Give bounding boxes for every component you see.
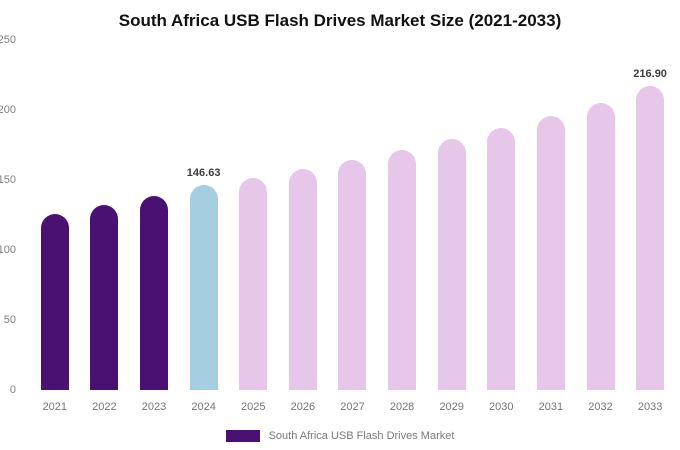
y-tick-250: 250 [0, 34, 16, 46]
bar-group-2025: 2025 [228, 40, 278, 413]
x-axis-label-2026: 2026 [290, 401, 316, 413]
bars: 2021 2022 2023 146.63 2024 2025 2026 2027 2028 20… [30, 40, 675, 413]
y-tick-100: 100 [0, 244, 16, 256]
x-axis-label-2027: 2027 [340, 401, 365, 413]
bar-2021[interactable] [40, 213, 69, 390]
bar-group-2026: 2026 [278, 40, 328, 413]
x-axis-label-2033: 2033 [637, 401, 663, 413]
bar-group-2028: 2028 [377, 40, 427, 413]
bar-2024[interactable] [189, 184, 218, 390]
x-axis-label-2028: 2028 [389, 401, 415, 413]
bar-2027[interactable] [338, 159, 367, 390]
y-tick-200: 200 [0, 104, 16, 116]
x-axis-label-2022: 2022 [92, 401, 117, 413]
bar-group-2030: 2030 [476, 40, 526, 413]
bar-2028[interactable] [388, 149, 417, 390]
bar-group-2024: 146.63 2024 [179, 40, 229, 413]
bar-group-2031: 2031 [526, 40, 576, 413]
bar-2033[interactable] [636, 86, 665, 390]
bar-group-2022: 2022 [80, 40, 130, 413]
bar-group-2023: 2023 [129, 40, 179, 413]
bar-value-label-2033: 216.90 [633, 68, 667, 81]
bar-2031[interactable] [536, 115, 565, 390]
legend-label: South Africa USB Flash Drives Market [268, 430, 455, 442]
bar-2026[interactable] [288, 168, 317, 390]
bar-group-2027: 2027 [328, 40, 378, 413]
x-axis-label-2029: 2029 [439, 401, 464, 413]
bar-2022[interactable] [90, 204, 119, 390]
bar-group-2029: 2029 [427, 40, 477, 413]
bar-2032[interactable] [586, 103, 615, 390]
chart-title: South Africa USB Flash Drives Market Siz… [118, 11, 562, 30]
plot-area: 2021 2022 2023 146.63 2024 2025 2026 2027 2028 20… [30, 40, 675, 413]
bar-2023[interactable] [140, 195, 169, 390]
x-axis-label-2031: 2031 [538, 401, 564, 413]
y-tick-150: 150 [0, 174, 16, 186]
x-axis-label-2032: 2032 [588, 401, 613, 413]
bar-2025[interactable] [239, 177, 268, 390]
x-axis-label-2023: 2023 [141, 401, 167, 413]
bar-2029[interactable] [437, 139, 466, 390]
bar-value-label-2024: 146.63 [186, 166, 221, 179]
x-axis-label-2025: 2025 [241, 401, 266, 413]
legend-swatch [225, 430, 260, 442]
y-tick-0: 0 [9, 384, 16, 396]
bar-group-2032: 2032 [576, 40, 626, 413]
y-tick-50: 50 [3, 314, 16, 326]
x-axis-label-2030: 2030 [489, 401, 514, 413]
bar-2030[interactable] [487, 127, 516, 390]
x-axis-label-2024: 2024 [191, 401, 216, 413]
x-axis-label-2021: 2021 [42, 401, 68, 413]
legend[interactable]: South Africa USB Flash Drives Market [0, 430, 680, 442]
bar-group-2033: 216.90 2033 [625, 40, 675, 413]
y-axis: 0 50 100 150 200 250 [0, 34, 16, 396]
bar-group-2021: 2021 [30, 40, 80, 413]
